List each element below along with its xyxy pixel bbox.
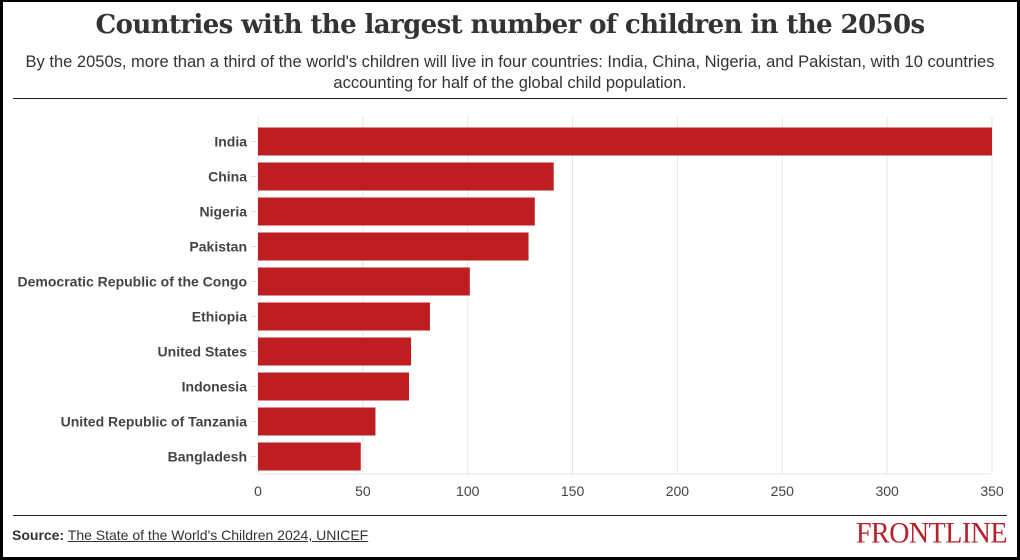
x-tick-label: 50	[355, 483, 371, 499]
x-tick-label: 100	[456, 483, 480, 499]
source-note: Source: The State of the World's Childre…	[12, 527, 368, 543]
chart-subtitle: By the 2050s, more than a third of the w…	[25, 53, 995, 92]
category-label: Pakistan	[189, 239, 247, 255]
bar-indonesia	[258, 372, 409, 401]
frontline-logo: FRONTLINE	[855, 517, 1008, 550]
bar-united-republic-of-tanzania	[258, 407, 376, 436]
bar-chart: India China Nigeria Pakistan Democratic Repu…	[18, 116, 1004, 499]
header-divider	[13, 98, 1007, 99]
category-label: India	[214, 134, 247, 150]
category-label: United Republic of Tanzania	[61, 414, 248, 430]
bar-nigeria	[258, 197, 535, 226]
bar-united-states	[258, 337, 412, 366]
category-label: China	[208, 169, 247, 185]
x-tick-label: 350	[980, 483, 1004, 499]
category-label: Bangladesh	[168, 449, 247, 465]
bar-ethiopia	[258, 302, 430, 331]
category-label: United States	[158, 344, 248, 360]
bar-democratic-republic-of-the-congo	[258, 267, 470, 296]
x-tick-label: 0	[254, 483, 262, 499]
x-tick-label: 150	[561, 483, 585, 499]
chart-frame: Countries with the largest number of chi…	[3, 2, 1017, 557]
chart-title: Countries with the largest number of chi…	[95, 10, 925, 40]
source-link[interactable]: The State of the World's Children 2024, …	[67, 527, 369, 543]
x-tick-label: 300	[875, 483, 899, 499]
category-label: Nigeria	[200, 204, 248, 220]
x-tick-label: 250	[771, 483, 795, 499]
category-label: Ethiopia	[192, 309, 247, 325]
bar-pakistan	[258, 232, 529, 261]
x-tick-label: 200	[666, 483, 690, 499]
category-label: Democratic Republic of the Congo	[18, 274, 247, 290]
bar-india	[258, 127, 992, 156]
footer-divider	[13, 515, 1007, 516]
bar-china	[258, 162, 554, 191]
bar-bangladesh	[258, 442, 361, 471]
source-label: Source:	[12, 527, 65, 543]
category-label: Indonesia	[182, 379, 248, 395]
